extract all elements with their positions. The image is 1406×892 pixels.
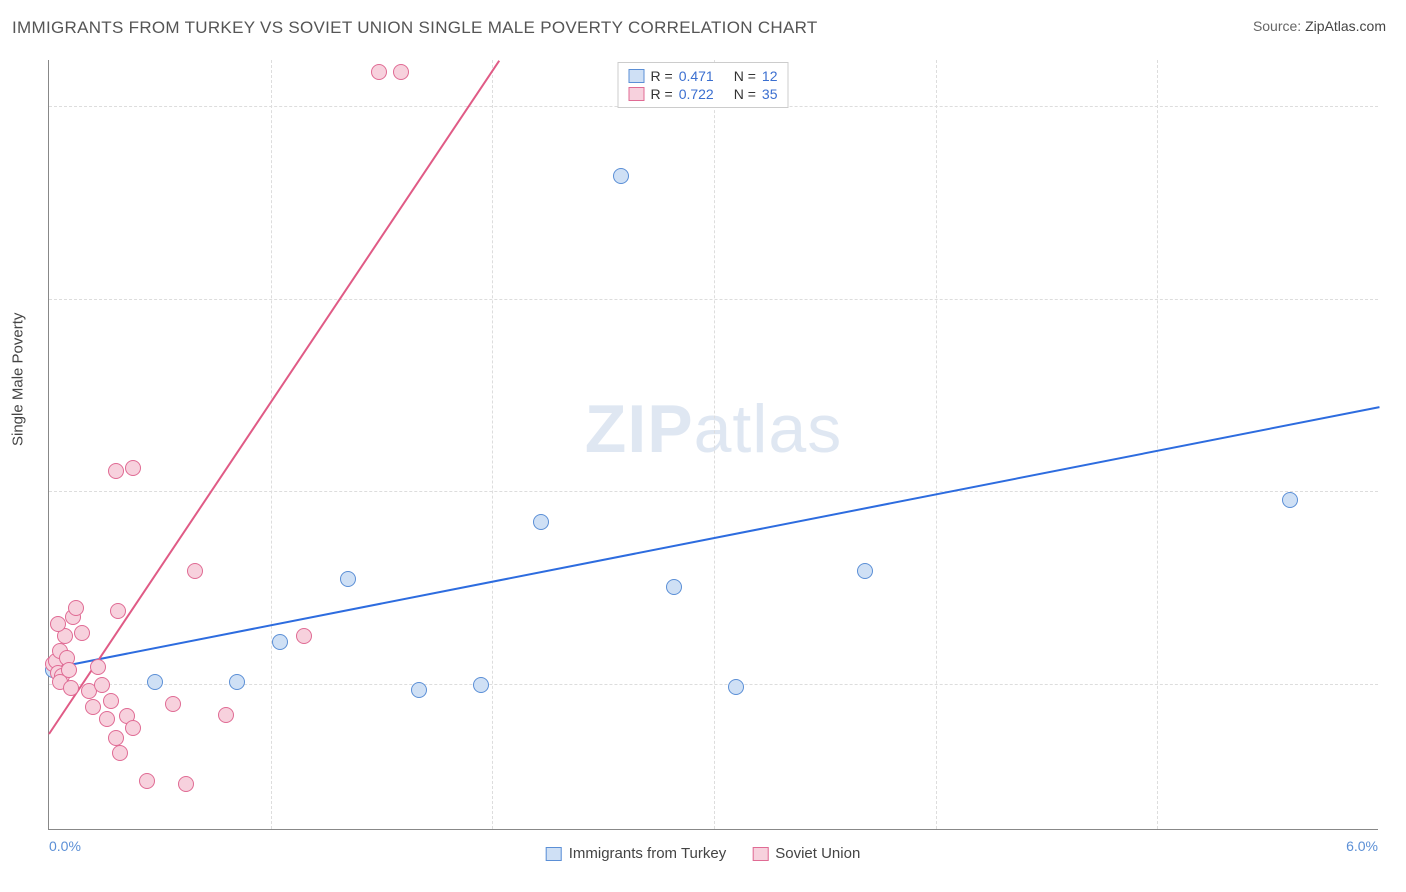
source-label: Source:: [1253, 18, 1301, 34]
scatter-point: [178, 776, 194, 792]
scatter-point: [125, 460, 141, 476]
trend-line-1: [48, 60, 500, 734]
scatter-point: [108, 463, 124, 479]
legend-swatch: [752, 847, 768, 861]
correlation-legend-row: R = 0.471 N = 12: [629, 67, 778, 85]
scatter-point: [85, 699, 101, 715]
scatter-point: [272, 634, 288, 650]
source-value: ZipAtlas.com: [1305, 18, 1386, 34]
y-tick-label: 25.0%: [1383, 483, 1406, 499]
scatter-point: [74, 625, 90, 641]
gridline-vertical: [714, 60, 715, 829]
scatter-point: [533, 514, 549, 530]
scatter-point: [147, 674, 163, 690]
chart-title: IMMIGRANTS FROM TURKEY VS SOVIET UNION S…: [12, 18, 818, 38]
legend-swatch: [629, 69, 645, 83]
source-attribution: Source: ZipAtlas.com: [1253, 18, 1386, 34]
n-value: 12: [762, 68, 778, 84]
r-value: 0.722: [679, 86, 714, 102]
watermark-atlas: atlas: [694, 391, 843, 467]
scatter-point: [68, 600, 84, 616]
scatter-point: [125, 720, 141, 736]
scatter-point: [666, 579, 682, 595]
series-legend: Immigrants from Turkey Soviet Union: [546, 845, 861, 862]
x-tick-label: 6.0%: [1346, 838, 1378, 854]
y-tick-label: 50.0%: [1383, 98, 1406, 114]
n-label: N =: [734, 86, 756, 102]
series-name: Soviet Union: [775, 845, 860, 862]
scatter-point: [94, 677, 110, 693]
series-name: Immigrants from Turkey: [569, 845, 727, 862]
scatter-point: [61, 662, 77, 678]
scatter-point: [340, 571, 356, 587]
gridline-vertical: [1157, 60, 1158, 829]
scatter-point: [857, 563, 873, 579]
legend-swatch: [546, 847, 562, 861]
scatter-point: [728, 679, 744, 695]
scatter-point: [371, 64, 387, 80]
scatter-point: [1282, 492, 1298, 508]
r-value: 0.471: [679, 68, 714, 84]
correlation-legend-row: R = 0.722 N = 35: [629, 85, 778, 103]
r-label: R =: [651, 86, 673, 102]
scatter-point: [103, 693, 119, 709]
scatter-point: [165, 696, 181, 712]
gridline-vertical: [492, 60, 493, 829]
scatter-point: [218, 707, 234, 723]
scatter-point: [90, 659, 106, 675]
scatter-point: [411, 682, 427, 698]
plot-area: ZIPatlas 12.5%25.0%37.5%50.0%0.0%6.0%: [48, 60, 1378, 830]
n-value: 35: [762, 86, 778, 102]
series-legend-item: Soviet Union: [752, 845, 860, 862]
gridline-vertical: [936, 60, 937, 829]
r-label: R =: [651, 68, 673, 84]
correlation-legend: R = 0.471 N = 12 R = 0.722 N = 35: [618, 62, 789, 108]
legend-swatch: [629, 87, 645, 101]
scatter-point: [99, 711, 115, 727]
scatter-point: [63, 680, 79, 696]
watermark-zip: ZIP: [585, 391, 694, 467]
y-tick-label: 12.5%: [1383, 676, 1406, 692]
scatter-point: [110, 603, 126, 619]
scatter-point: [50, 616, 66, 632]
scatter-point: [473, 677, 489, 693]
gridline-vertical: [271, 60, 272, 829]
n-label: N =: [734, 68, 756, 84]
scatter-point: [187, 563, 203, 579]
scatter-point: [108, 730, 124, 746]
y-tick-label: 37.5%: [1383, 291, 1406, 307]
scatter-point: [613, 168, 629, 184]
scatter-point: [393, 64, 409, 80]
x-tick-label: 0.0%: [49, 838, 81, 854]
scatter-point: [139, 773, 155, 789]
series-legend-item: Immigrants from Turkey: [546, 845, 727, 862]
scatter-point: [112, 745, 128, 761]
y-axis-label: Single Male Poverty: [10, 313, 27, 446]
scatter-point: [296, 628, 312, 644]
scatter-point: [229, 674, 245, 690]
